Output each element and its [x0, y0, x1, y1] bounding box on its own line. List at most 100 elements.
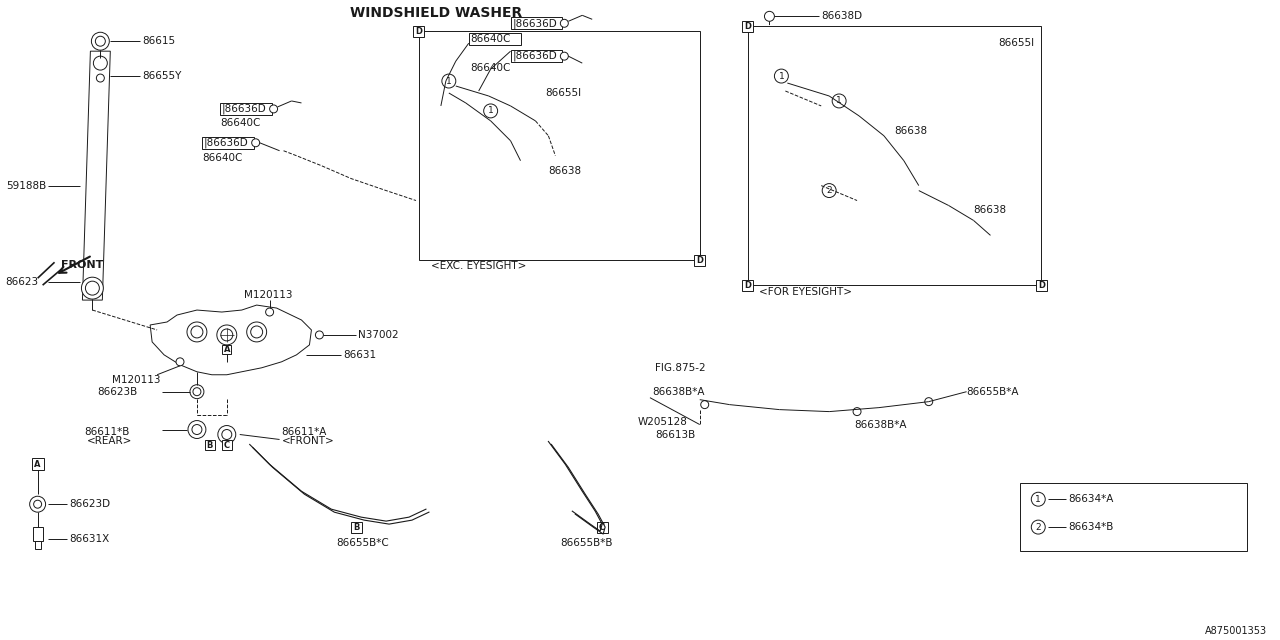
Circle shape [484, 104, 498, 118]
Text: 1: 1 [836, 97, 842, 106]
Text: 86638D: 86638D [822, 12, 863, 21]
Bar [413, 26, 425, 36]
Circle shape [29, 496, 46, 512]
Circle shape [216, 325, 237, 345]
Bar [32, 458, 44, 470]
Circle shape [700, 401, 709, 408]
Bar [202, 137, 253, 148]
Text: 86611*B: 86611*B [84, 426, 129, 436]
Text: <FOR EYESIGHT>: <FOR EYESIGHT> [759, 287, 852, 297]
Circle shape [1032, 492, 1046, 506]
Circle shape [193, 388, 201, 396]
Bar [748, 26, 1041, 285]
Text: 86638B*A: 86638B*A [854, 420, 906, 429]
Text: B: B [353, 523, 360, 532]
Circle shape [218, 426, 236, 444]
Text: 86634*A: 86634*A [1068, 494, 1114, 504]
Text: 86655Y: 86655Y [142, 71, 182, 81]
Bar [221, 440, 232, 451]
Circle shape [247, 322, 266, 342]
Circle shape [93, 56, 108, 70]
Circle shape [266, 308, 274, 316]
Text: 86611*A: 86611*A [282, 426, 326, 436]
Text: 86640C: 86640C [220, 118, 260, 128]
Bar [1020, 483, 1247, 551]
Circle shape [189, 385, 204, 399]
Circle shape [852, 408, 861, 415]
Bar [694, 255, 705, 266]
Bar [511, 50, 562, 62]
Circle shape [82, 277, 104, 299]
Text: A: A [35, 460, 41, 469]
Circle shape [221, 429, 232, 440]
Circle shape [442, 74, 456, 88]
Text: 1: 1 [778, 72, 785, 81]
Circle shape [822, 184, 836, 198]
Circle shape [221, 329, 233, 341]
Text: <REAR>: <REAR> [87, 436, 132, 447]
Text: 86638: 86638 [974, 205, 1006, 216]
Text: A875001353: A875001353 [1206, 626, 1267, 636]
Text: W205128: W205128 [637, 417, 687, 426]
Bar [33, 527, 42, 541]
Text: D: D [744, 22, 751, 31]
Text: WINDSHIELD WASHER: WINDSHIELD WASHER [349, 6, 522, 20]
Circle shape [91, 32, 109, 50]
Text: 86631X: 86631X [69, 534, 110, 544]
Text: |86636D: |86636D [512, 51, 557, 61]
Bar [419, 31, 700, 260]
Text: 86615: 86615 [142, 36, 175, 46]
Text: M120113: M120113 [243, 290, 292, 300]
Circle shape [96, 36, 105, 46]
Text: |86636D: |86636D [204, 138, 248, 148]
Text: B: B [206, 441, 212, 450]
Text: 86655B*A: 86655B*A [966, 387, 1019, 397]
Text: 86638B*A: 86638B*A [652, 387, 704, 397]
Circle shape [924, 397, 933, 406]
Text: 1: 1 [488, 106, 494, 115]
Text: <EXC. EYESIGHT>: <EXC. EYESIGHT> [431, 261, 526, 271]
Text: 86623B: 86623B [97, 387, 138, 397]
Bar [468, 33, 521, 45]
Text: <FRONT>: <FRONT> [282, 436, 334, 447]
Text: 86640C: 86640C [202, 153, 242, 163]
Circle shape [188, 420, 206, 438]
Circle shape [1032, 520, 1046, 534]
Circle shape [251, 326, 262, 338]
Text: D: D [416, 27, 422, 36]
Text: 86631: 86631 [343, 350, 376, 360]
Text: D: D [1038, 281, 1044, 290]
Bar [220, 103, 271, 115]
Text: 86655I: 86655I [998, 38, 1034, 48]
Circle shape [774, 69, 788, 83]
Circle shape [832, 94, 846, 108]
Text: |86636D: |86636D [512, 18, 557, 29]
Circle shape [96, 74, 105, 82]
Text: FRONT: FRONT [60, 260, 102, 270]
Text: D: D [696, 256, 703, 265]
Bar [511, 17, 562, 29]
Text: 1: 1 [445, 77, 452, 86]
Circle shape [177, 358, 184, 366]
Text: 86655B*B: 86655B*B [561, 538, 613, 548]
Text: |86636D: |86636D [221, 104, 266, 114]
Text: FIG.875-2: FIG.875-2 [655, 363, 705, 372]
Text: 59188B: 59188B [6, 180, 46, 191]
Text: 86640C: 86640C [471, 63, 511, 73]
Text: N37002: N37002 [358, 330, 399, 340]
Text: 1: 1 [1036, 495, 1041, 504]
Bar [1036, 280, 1047, 291]
Circle shape [764, 12, 774, 21]
Bar [596, 522, 608, 532]
Circle shape [33, 500, 42, 508]
Bar [351, 522, 362, 532]
Circle shape [561, 19, 568, 28]
Circle shape [270, 105, 278, 113]
Circle shape [187, 322, 207, 342]
Text: 86638: 86638 [893, 126, 927, 136]
Text: 86655B*C: 86655B*C [337, 538, 389, 548]
Text: D: D [744, 281, 751, 290]
Circle shape [252, 139, 260, 147]
Text: 2: 2 [1036, 523, 1041, 532]
Text: 86613B: 86613B [655, 429, 695, 440]
